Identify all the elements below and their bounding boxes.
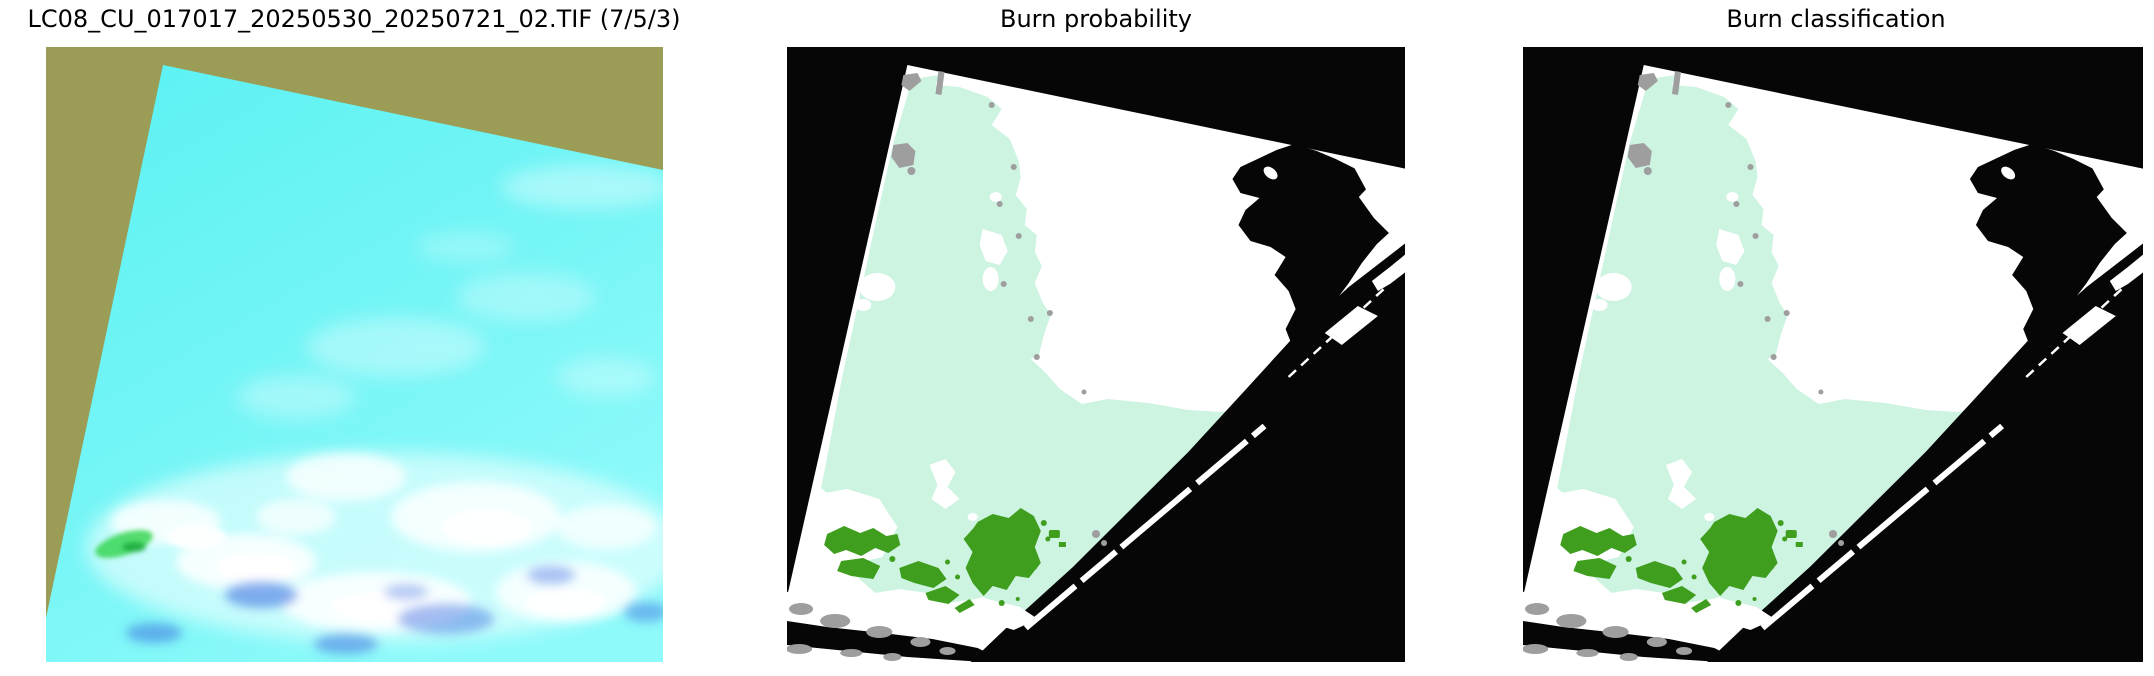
classification-panel-title: Burn classification xyxy=(1726,5,1946,33)
rgb-composite-panel xyxy=(46,47,663,662)
landsat-rgb-image xyxy=(46,47,663,662)
rgb-panel-title: LC08_CU_017017_20250530_20250721_02.TIF … xyxy=(27,5,681,33)
burn-classification-panel xyxy=(1523,47,2143,662)
probability-panel-title: Burn probability xyxy=(999,5,1193,33)
burn-probability-map xyxy=(787,47,1405,662)
burn-probability-panel xyxy=(787,47,1405,662)
burn-classification-map xyxy=(1523,47,2143,662)
